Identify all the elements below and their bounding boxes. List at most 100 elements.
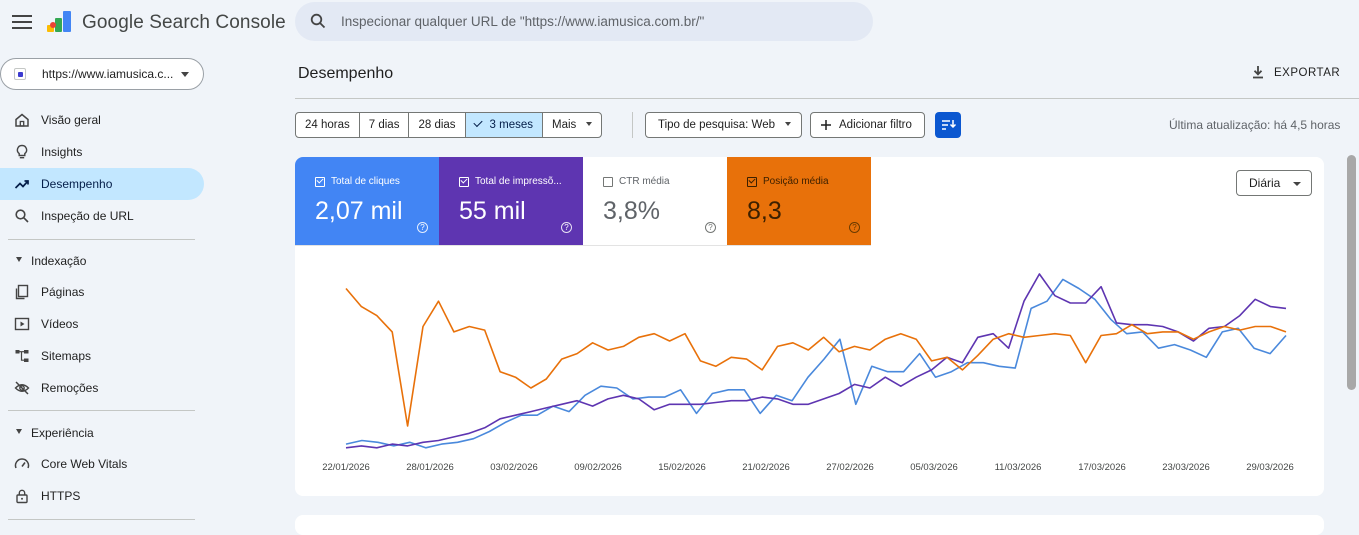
granularity-dropdown[interactable]: Diária (1236, 170, 1312, 196)
property-selector[interactable]: https://www.iamusica.c... (0, 58, 204, 90)
sidebar-item-label: Sitemaps (41, 349, 92, 363)
sidebar-item-sitemaps[interactable]: Sitemaps (0, 340, 204, 372)
range-3m-button[interactable]: 3 meses (465, 113, 544, 137)
menu-icon[interactable] (12, 12, 32, 32)
metric-label: Total de impressõ... (475, 176, 562, 187)
sidebar-item-pages[interactable]: Páginas (0, 276, 204, 308)
home-icon (15, 113, 29, 127)
sidebar-item-label: Core Web Vitals (41, 457, 128, 471)
sidebar-section-experience[interactable]: Experiência (0, 418, 204, 446)
sidebar-item-label: Remoções (41, 381, 99, 395)
series-line-1 (345, 273, 1287, 449)
metric-label: CTR média (619, 176, 670, 187)
metric-value: 2,07 mil (315, 197, 403, 225)
url-inspection-search[interactable]: Inspecionar qualquer URL de "https://www… (295, 2, 873, 41)
export-label: EXPORTAR (1274, 67, 1341, 79)
filter-separator (632, 112, 633, 138)
sidebar-item-label: Páginas (41, 285, 85, 299)
sidebar-divider (8, 519, 195, 520)
pages-icon (15, 284, 29, 300)
x-tick-label: 15/02/2026 (658, 462, 706, 473)
trending-up-icon (14, 180, 29, 189)
add-filter-button[interactable]: Adicionar filtro (810, 112, 925, 138)
search-icon (15, 209, 29, 223)
sidebar-item-insights[interactable]: Insights (0, 136, 204, 168)
top-bar: Google Search Console Inspecionar qualqu… (0, 0, 1359, 50)
sidebar-item-label: HTTPS (41, 489, 81, 503)
x-tick-label: 23/03/2026 (1162, 462, 1210, 473)
lock-icon (16, 489, 28, 504)
sitemap-icon (15, 350, 29, 362)
x-tick-label: 03/02/2026 (490, 462, 538, 473)
help-icon[interactable]: ? (561, 222, 572, 233)
section-label: Indexação (31, 254, 87, 268)
plus-icon (821, 120, 831, 130)
metric-ctr-tile[interactable]: CTR média 3,8% ? (583, 157, 727, 245)
help-icon[interactable]: ? (705, 222, 716, 233)
x-tick-label: 11/03/2026 (995, 462, 1042, 473)
metric-checkbox[interactable] (747, 177, 757, 187)
search-placeholder: Inspecionar qualquer URL de "https://www… (341, 14, 705, 29)
sidebar-item-videos[interactable]: Vídeos (0, 308, 204, 340)
metric-position-tile[interactable]: Posição média 8,3 ? (727, 157, 871, 245)
granularity-label: Diária (1249, 176, 1281, 190)
scrollbar-thumb[interactable] (1347, 155, 1356, 390)
page-title: Desempenho (298, 65, 394, 82)
filter-sort-icon (942, 120, 957, 130)
sidebar-item-core-web-vitals[interactable]: Core Web Vitals (0, 448, 204, 480)
download-icon (1253, 66, 1263, 79)
metric-value: 3,8% (603, 197, 660, 225)
lightbulb-icon (16, 144, 28, 159)
add-filter-label: Adicionar filtro (839, 119, 912, 131)
range-28d-button[interactable]: 28 dias (409, 113, 466, 137)
x-tick-label: 09/02/2026 (574, 462, 622, 473)
performance-chart: 22/01/2026 28/01/2026 03/02/2026 09/02/2026… (322, 273, 1294, 473)
sidebar-section-indexing[interactable]: Indexação (0, 246, 204, 274)
metric-clicks-tile[interactable]: Total de cliques 2,07 mil ? (295, 157, 439, 245)
site-favicon-icon (14, 68, 26, 80)
help-icon[interactable]: ? (417, 222, 428, 233)
metric-divider (295, 245, 871, 246)
date-range-selector: 24 horas 7 dias 28 dias 3 meses Mais (295, 112, 603, 138)
chevron-down-icon (1293, 182, 1301, 186)
header-divider (295, 98, 1359, 99)
sidebar-item-label: Inspeção de URL (41, 209, 134, 223)
help-icon[interactable]: ? (849, 222, 860, 233)
range-24h-button[interactable]: 24 horas (296, 113, 360, 137)
metric-value: 55 mil (459, 197, 526, 225)
metric-checkbox[interactable] (459, 177, 469, 187)
range-7d-button[interactable]: 7 dias (360, 113, 410, 137)
x-tick-label: 17/03/2026 (1078, 462, 1126, 473)
sidebar-item-https[interactable]: HTTPS (0, 480, 204, 512)
chevron-down-icon (785, 122, 791, 126)
range-more-label: Mais (552, 119, 577, 131)
collapse-arrow-icon (16, 429, 22, 434)
series-line-0 (345, 278, 1287, 449)
filter-settings-button[interactable] (935, 112, 961, 138)
sidebar-item-removals[interactable]: Remoções (0, 372, 204, 404)
app-title: Google Search Console (82, 12, 286, 33)
metric-checkbox[interactable] (315, 177, 325, 187)
check-icon (472, 117, 483, 128)
sidebar-item-label: Visão geral (41, 113, 101, 127)
search-type-filter[interactable]: Tipo de pesquisa: Web (645, 112, 802, 138)
sidebar-item-label: Vídeos (41, 317, 79, 331)
metric-label: Posição média (763, 176, 829, 187)
sidebar-divider (8, 410, 195, 411)
performance-card: Total de cliques 2,07 mil ? Total de imp… (295, 157, 1324, 496)
x-tick-label: 22/01/2026 (322, 462, 370, 473)
metric-checkbox[interactable] (603, 177, 613, 187)
search-type-label: Tipo de pesquisa: Web (658, 119, 775, 131)
collapse-arrow-icon (16, 257, 22, 262)
sidebar-item-performance[interactable]: Desempenho (0, 168, 204, 200)
range-more-button[interactable]: Mais (543, 113, 601, 137)
x-tick-label: 05/03/2026 (910, 462, 958, 473)
sidebar-item-overview[interactable]: Visão geral (0, 104, 204, 136)
metric-impressions-tile[interactable]: Total de impressõ... 55 mil ? (439, 157, 583, 245)
sidebar-item-url-inspection[interactable]: Inspeção de URL (0, 200, 204, 232)
x-tick-label: 21/02/2026 (742, 462, 790, 473)
x-tick-label: 28/01/2026 (406, 462, 454, 473)
video-icon (14, 317, 30, 331)
queries-card (295, 515, 1324, 535)
sidebar-divider (8, 239, 195, 240)
